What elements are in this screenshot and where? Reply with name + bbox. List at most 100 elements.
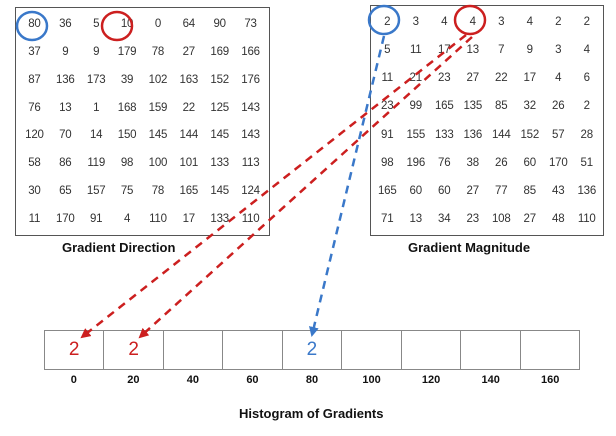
gradient-magnitude-grid: 2 3 4 4 3 4 2 2 5 11 17 13 7 9 3 4 11 21 23 27 22 17 4 6 23 99 165… bbox=[370, 5, 604, 236]
magnitude-cell: 4 bbox=[441, 16, 448, 29]
histogram-bin-100 bbox=[342, 331, 402, 369]
magnitude-cell: 136 bbox=[463, 128, 483, 141]
direction-cell: 102 bbox=[148, 73, 168, 86]
magnitude-cell: 27 bbox=[523, 212, 537, 225]
direction-cell: 145 bbox=[148, 129, 168, 142]
magnitude-cell: 144 bbox=[491, 128, 511, 141]
magnitude-cell: 4 bbox=[583, 44, 590, 57]
magnitude-cell: 23 bbox=[466, 212, 480, 225]
magnitude-cell: 17 bbox=[523, 72, 537, 85]
direction-cell: 145 bbox=[210, 129, 229, 142]
magnitude-cell: 2 bbox=[583, 100, 590, 113]
histogram-bin-120 bbox=[402, 331, 462, 369]
direction-cell: 133 bbox=[210, 157, 229, 170]
magnitude-cell: 77 bbox=[495, 184, 508, 197]
direction-cell: 169 bbox=[210, 45, 229, 58]
histogram-bin-label: 100 bbox=[362, 374, 381, 386]
direction-cell: 91 bbox=[89, 213, 103, 226]
magnitude-cell: 28 bbox=[580, 128, 594, 141]
magnitude-cell: 13 bbox=[409, 212, 423, 225]
magnitude-cell: 2 bbox=[384, 16, 391, 29]
direction-cell: 165 bbox=[179, 185, 199, 198]
direction-cell: 39 bbox=[120, 73, 134, 86]
direction-cell: 101 bbox=[179, 157, 199, 170]
direction-cell: 0 bbox=[154, 17, 162, 30]
direction-cell: 78 bbox=[151, 185, 165, 198]
direction-cell: 76 bbox=[28, 101, 41, 114]
magnitude-cell: 3 bbox=[555, 44, 562, 57]
direction-cell: 75 bbox=[120, 185, 134, 198]
magnitude-cell: 51 bbox=[580, 156, 594, 169]
histogram-bin-label: 40 bbox=[186, 374, 199, 386]
histogram-bin-value: 2 bbox=[128, 339, 139, 360]
histogram-bins: 2 2 2 bbox=[44, 330, 580, 370]
histogram-bin-label: 0 bbox=[70, 374, 77, 386]
direction-cell: 100 bbox=[148, 157, 168, 170]
magnitude-cell: 99 bbox=[409, 100, 423, 113]
direction-cell: 176 bbox=[241, 73, 260, 86]
magnitude-cell: 3 bbox=[498, 16, 505, 29]
magnitude-cell: 3 bbox=[412, 16, 419, 29]
magnitude-cell: 48 bbox=[552, 212, 565, 225]
magnitude-cell: 60 bbox=[523, 156, 537, 169]
magnitude-cell: 11 bbox=[381, 72, 394, 85]
histogram-caption: Histogram of Gradients bbox=[239, 406, 384, 421]
histogram-bin-label: 140 bbox=[481, 374, 500, 386]
magnitude-cell: 2 bbox=[583, 16, 590, 29]
direction-cell: 152 bbox=[210, 73, 229, 86]
histogram-bin-label: 80 bbox=[305, 374, 319, 386]
direction-cell: 113 bbox=[241, 157, 260, 170]
direction-cell: 90 bbox=[213, 17, 226, 30]
magnitude-cell: 4 bbox=[469, 16, 476, 29]
magnitude-cell: 43 bbox=[552, 184, 565, 197]
histogram-bin-140 bbox=[461, 331, 521, 369]
direction-cell: 4 bbox=[123, 213, 131, 226]
direction-cell: 166 bbox=[241, 45, 260, 58]
histogram-bin-label: 20 bbox=[127, 374, 140, 386]
histogram-bin-20: 2 bbox=[104, 331, 164, 369]
magnitude-cell: 26 bbox=[552, 100, 565, 113]
direction-cell: 143 bbox=[241, 101, 260, 114]
direction-cell: 125 bbox=[210, 101, 229, 114]
direction-cell: 70 bbox=[59, 129, 72, 142]
magnitude-cell: 34 bbox=[438, 212, 451, 225]
gradient-direction-grid: 80 36 5 10 0 64 90 73 37 9 9 179 78 27 169 166 87 136 173 3… bbox=[15, 7, 270, 236]
direction-cell: 1 bbox=[93, 101, 100, 114]
magnitude-cell: 108 bbox=[491, 212, 511, 225]
direction-cell: 30 bbox=[28, 185, 41, 198]
direction-cell: 143 bbox=[241, 129, 260, 142]
gradient-magnitude-caption: Gradient Magnitude bbox=[408, 240, 531, 255]
magnitude-cell: 2 bbox=[555, 16, 562, 29]
magnitude-cell: 38 bbox=[466, 156, 480, 169]
direction-cell: 145 bbox=[210, 185, 229, 198]
histogram-bin-label: 160 bbox=[541, 374, 560, 386]
magnitude-cell: 22 bbox=[495, 72, 508, 85]
magnitude-cell: 27 bbox=[466, 184, 480, 197]
magnitude-cell: 57 bbox=[552, 128, 565, 141]
histogram-bin-0: 2 bbox=[45, 331, 105, 369]
direction-cell: 110 bbox=[241, 213, 260, 226]
direction-cell: 179 bbox=[117, 45, 137, 58]
histogram-bin-60 bbox=[223, 331, 283, 369]
magnitude-cell: 9 bbox=[526, 44, 533, 57]
magnitude-cell: 17 bbox=[438, 44, 451, 57]
direction-cell: 144 bbox=[179, 129, 199, 142]
histogram-bin-value: 2 bbox=[306, 339, 318, 360]
magnitude-cell: 155 bbox=[406, 128, 426, 141]
direction-cell: 173 bbox=[86, 73, 106, 86]
magnitude-cell: 133 bbox=[434, 128, 454, 141]
magnitude-cell: 23 bbox=[438, 72, 451, 85]
direction-cell: 170 bbox=[56, 213, 75, 226]
magnitude-cell: 21 bbox=[409, 72, 423, 85]
direction-cell: 17 bbox=[182, 213, 196, 226]
direction-cell: 124 bbox=[241, 185, 260, 198]
direction-cell: 86 bbox=[59, 157, 72, 170]
direction-cell: 119 bbox=[87, 157, 106, 170]
direction-cell: 87 bbox=[28, 73, 41, 86]
histogram-bin-160 bbox=[521, 331, 579, 369]
magnitude-cell: 13 bbox=[466, 44, 480, 57]
direction-cell: 10 bbox=[120, 17, 134, 30]
magnitude-cell: 165 bbox=[434, 100, 454, 113]
magnitude-cell: 26 bbox=[495, 156, 508, 169]
magnitude-cell: 23 bbox=[381, 100, 394, 113]
